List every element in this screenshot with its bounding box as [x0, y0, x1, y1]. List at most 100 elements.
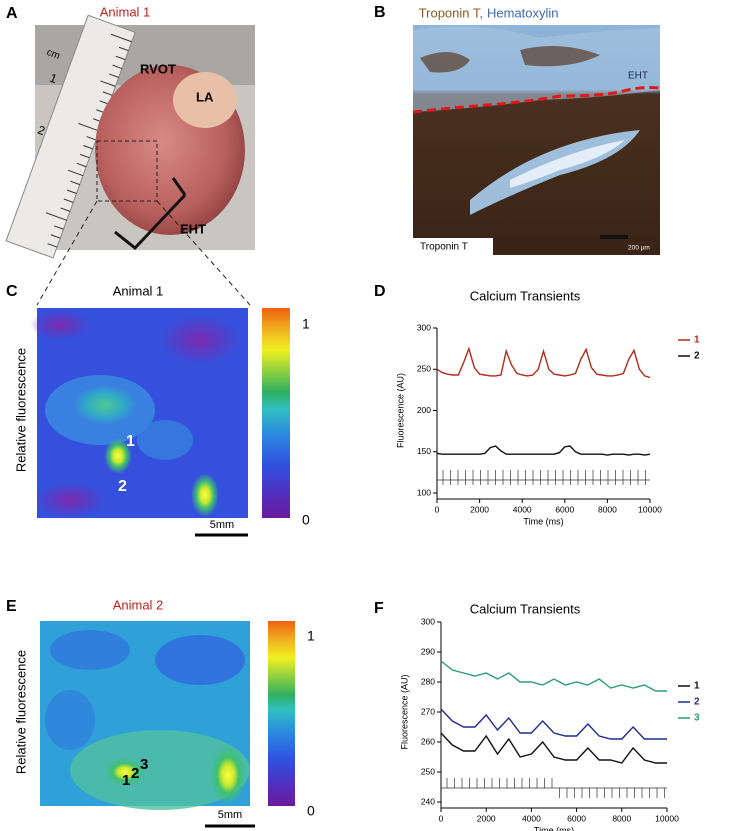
point-label: 2 [118, 478, 127, 495]
ruler-tick [66, 189, 77, 194]
series-line [440, 732, 667, 764]
panel-title: Hematoxylin [487, 5, 559, 20]
legend-label: 2 [694, 351, 700, 362]
histology-label: Troponin T [420, 242, 468, 253]
ruler-tick [79, 153, 90, 159]
ruler-tick [47, 243, 58, 248]
x-tick-label: 6000 [567, 813, 586, 823]
ruler-tick [115, 55, 126, 61]
legend-label: 1 [694, 335, 700, 346]
x-tick-label: 4000 [522, 813, 541, 823]
ruler-tick [53, 225, 64, 230]
colorbar-label: 1 [307, 628, 315, 644]
chart-title: Calcium Transients [470, 601, 581, 616]
legend-label: 2 [694, 697, 700, 708]
x-tick-label: 2000 [470, 504, 489, 514]
ruler-tick [70, 180, 80, 186]
colorbar-label: 0 [302, 512, 310, 528]
y-tick-label: 100 [417, 487, 431, 497]
ruler-label: cm [45, 47, 61, 62]
x-axis-label: Time (ms) [534, 825, 574, 831]
zoom-line [36, 200, 98, 306]
ruler-tick [100, 80, 116, 87]
x-tick-label: 8000 [598, 504, 617, 514]
y-tick-label: 300 [421, 616, 435, 626]
y-axis-label: Fluorescence (AU) [399, 674, 409, 749]
heatmap [30, 308, 248, 518]
ruler-tick [76, 162, 87, 168]
ruler-tick [45, 212, 67, 221]
photo-label: LA [196, 89, 214, 104]
ruler-tick [112, 64, 123, 70]
x-tick-label: 10000 [655, 813, 679, 823]
series-line [436, 445, 651, 456]
y-tick-label: 300 [417, 322, 431, 332]
x-axis-label: Time (ms) [523, 516, 563, 526]
panel-letter: C [6, 283, 18, 300]
panel-title: Animal 1 [113, 283, 164, 298]
panel-title: Animal 1 [100, 4, 151, 19]
y-tick-label: 270 [421, 706, 435, 716]
point-label: 3 [140, 756, 148, 773]
panel-letter: B [374, 4, 386, 21]
ruler-tick [109, 73, 119, 78]
histology [412, 25, 661, 255]
panel-letter: A [6, 5, 18, 22]
heatmap [40, 621, 250, 810]
panel-letter: E [6, 598, 17, 615]
ruler-tick [63, 198, 74, 203]
ruler-label: 2 [36, 123, 47, 139]
y-axis-label: Relative fluorescence [13, 650, 28, 774]
series-line [440, 708, 667, 740]
series-line [436, 346, 651, 379]
y-tick-label: 250 [417, 364, 431, 374]
colorbar [268, 621, 295, 806]
x-tick-label: 0 [439, 813, 444, 823]
y-tick-label: 260 [421, 736, 435, 746]
x-tick-label: 0 [435, 504, 440, 514]
scale-label: 200 µm [628, 245, 650, 252]
colorbar-label: 0 [307, 803, 315, 819]
x-tick-label: 2000 [477, 813, 496, 823]
scale-label: 5mm [210, 519, 234, 531]
ruler-tick [50, 234, 61, 239]
point-label: 1 [122, 772, 130, 789]
y-axis-label: Relative fluorescence [13, 348, 28, 472]
y-tick-label: 280 [421, 676, 435, 686]
x-tick-label: 4000 [513, 504, 532, 514]
panel-title: Troponin T, [419, 5, 483, 20]
stimulus-trace [441, 778, 667, 798]
y-tick-label: 250 [421, 766, 435, 776]
point-label: 1 [126, 433, 135, 450]
histology-label: EHT [628, 71, 648, 82]
legend-label: 3 [694, 713, 700, 724]
photo-label: EHT [180, 221, 206, 236]
y-tick-label: 150 [417, 446, 431, 456]
colorbar [262, 308, 290, 518]
panel-letter: F [374, 600, 384, 617]
panel-letter: D [374, 283, 386, 300]
ruler-tick [86, 136, 97, 141]
panel-title: Animal 2 [113, 597, 164, 612]
stimulus-trace [437, 470, 650, 485]
series-line [440, 660, 667, 692]
photo-label: RVOT [140, 61, 176, 76]
chart-title: Calcium Transients [470, 288, 581, 303]
x-tick-label: 10000 [638, 504, 662, 514]
y-axis-label: Fluorescence (AU) [395, 373, 405, 448]
y-tick-label: 240 [421, 796, 435, 806]
y-tick-label: 200 [417, 405, 431, 415]
x-tick-label: 8000 [612, 813, 631, 823]
ruler-tick [118, 46, 129, 52]
ruler-tick [60, 207, 71, 212]
point-label: 2 [131, 765, 139, 782]
scale-label: 5mm [218, 809, 242, 821]
legend-label: 1 [694, 681, 700, 692]
ruler-tick [67, 169, 84, 177]
ruler-tick [110, 33, 132, 43]
ruler-tick [78, 123, 100, 132]
ruler-tick [102, 91, 113, 96]
photo [5, 14, 255, 259]
colorbar-label: 1 [302, 316, 310, 332]
